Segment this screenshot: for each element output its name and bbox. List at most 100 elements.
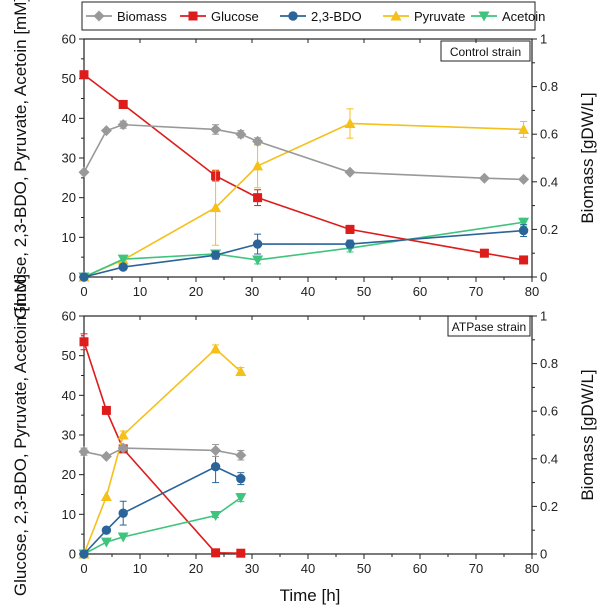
series-line [83, 221, 524, 278]
data-point [235, 449, 247, 461]
series-glucose [79, 333, 246, 558]
data-point [78, 446, 90, 458]
series-glucose [79, 70, 529, 265]
data-point [344, 166, 356, 178]
data-point [479, 248, 489, 258]
x-tick-label: 40 [301, 284, 315, 299]
data-point [118, 508, 128, 518]
x-tick-label: 70 [469, 561, 483, 576]
legend-item: Biomass [86, 9, 167, 24]
plot-frame [83, 315, 533, 555]
data-point [79, 337, 89, 347]
y-tick-label: 30 [62, 151, 76, 166]
data-point [210, 123, 222, 135]
y-tick-label: 0 [69, 547, 76, 562]
x-tick-label: 60 [413, 284, 427, 299]
data-point [78, 166, 90, 178]
legend-label: 2,3-BDO [311, 9, 362, 24]
data-point [100, 490, 112, 501]
data-point [79, 272, 89, 282]
data-point [117, 442, 129, 454]
y2-tick-label: 0.8 [540, 356, 558, 371]
data-point [518, 173, 530, 185]
data-point [210, 444, 222, 456]
data-point [117, 429, 129, 440]
series-2-3-bdo [79, 224, 529, 282]
x-tick-label: 20 [189, 561, 203, 576]
x-tick-label: 80 [525, 284, 539, 299]
data-point [101, 525, 112, 535]
legend-marker [390, 10, 402, 21]
y-tick-label: 60 [62, 309, 76, 324]
data-point [235, 128, 247, 140]
y-axis-left: 0 10 20 30 40 50 60 [62, 32, 84, 285]
y2-tick-label: 1 [540, 32, 547, 47]
y2-tick-label: 1 [540, 309, 547, 324]
data-point [235, 493, 247, 504]
data-point [210, 511, 222, 522]
y-axis-title-right: Biomass [gDW/L] [578, 369, 597, 500]
y2-tick-label: 0 [540, 270, 547, 285]
series-line [83, 229, 524, 278]
y-tick-label: 20 [62, 190, 76, 205]
legend-marker [288, 11, 298, 21]
series-line [83, 123, 524, 181]
data-point [253, 193, 263, 203]
y-tick-label: 0 [69, 270, 76, 285]
x-tick-label: 60 [413, 561, 427, 576]
y-axis-left: 0 10 20 30 40 50 60 [62, 309, 84, 562]
x-tick-label: 40 [301, 561, 315, 576]
x-tick-label: 80 [525, 561, 539, 576]
x-tick-label: 0 [80, 561, 87, 576]
data-point [518, 217, 530, 228]
panel-label-box: Control strain [440, 40, 531, 62]
legend-label: Glucose [211, 9, 259, 24]
legend: Biomass Glucose 2,3-BDO Pyruvate Acetoin [81, 1, 545, 31]
y-tick-label: 10 [62, 230, 76, 245]
data-point [100, 125, 112, 137]
data-point [236, 473, 246, 484]
data-point [210, 202, 222, 213]
legend-marker [188, 11, 198, 21]
y-axis-title-right: Biomass [gDW/L] [578, 92, 597, 223]
legend-item: Pyruvate [383, 9, 465, 24]
y2-tick-label: 0.6 [540, 404, 558, 419]
panel-label-frame [440, 40, 531, 62]
x-tick-label: 20 [189, 284, 203, 299]
data-point [235, 366, 247, 377]
y2-tick-label: 0.2 [540, 499, 558, 514]
data-point [519, 255, 529, 265]
series-biomass [78, 119, 530, 185]
data-point [79, 549, 89, 559]
data-point [100, 450, 112, 462]
data-point [101, 405, 111, 415]
x-tick-label: 50 [357, 561, 371, 576]
y2-tick-label: 0.8 [540, 79, 558, 94]
legend-frame [81, 1, 536, 31]
series-biomass [78, 442, 247, 462]
x-tick-label: 10 [133, 284, 147, 299]
legend-item: Glucose [180, 9, 259, 24]
y-tick-label: 50 [62, 348, 76, 363]
data-point [79, 70, 89, 80]
y2-tick-label: 0.4 [540, 174, 558, 189]
x-tick-label: 30 [245, 284, 259, 299]
y2-tick-label: 0.4 [540, 451, 558, 466]
data-point [252, 239, 263, 249]
legend-item: Acetoin [471, 9, 545, 24]
panel-label: Control strain [450, 45, 521, 59]
data-point [345, 224, 355, 234]
data-point [211, 548, 221, 558]
y-tick-label: 40 [62, 388, 76, 403]
legend-marker [478, 11, 490, 22]
x-tick-label: 50 [357, 284, 371, 299]
data-point [210, 250, 221, 260]
x-axis: 0 10 20 30 40 50 60 70 80 [80, 39, 539, 299]
y-axis-right: 0 0.2 0.4 0.6 0.8 1 [532, 309, 558, 562]
x-axis: 0 10 20 30 40 50 60 70 80 [80, 316, 539, 576]
y2-tick-label: 0.2 [540, 222, 558, 237]
data-point [518, 225, 529, 236]
data-point [117, 254, 129, 265]
series-acetoin [78, 217, 530, 283]
